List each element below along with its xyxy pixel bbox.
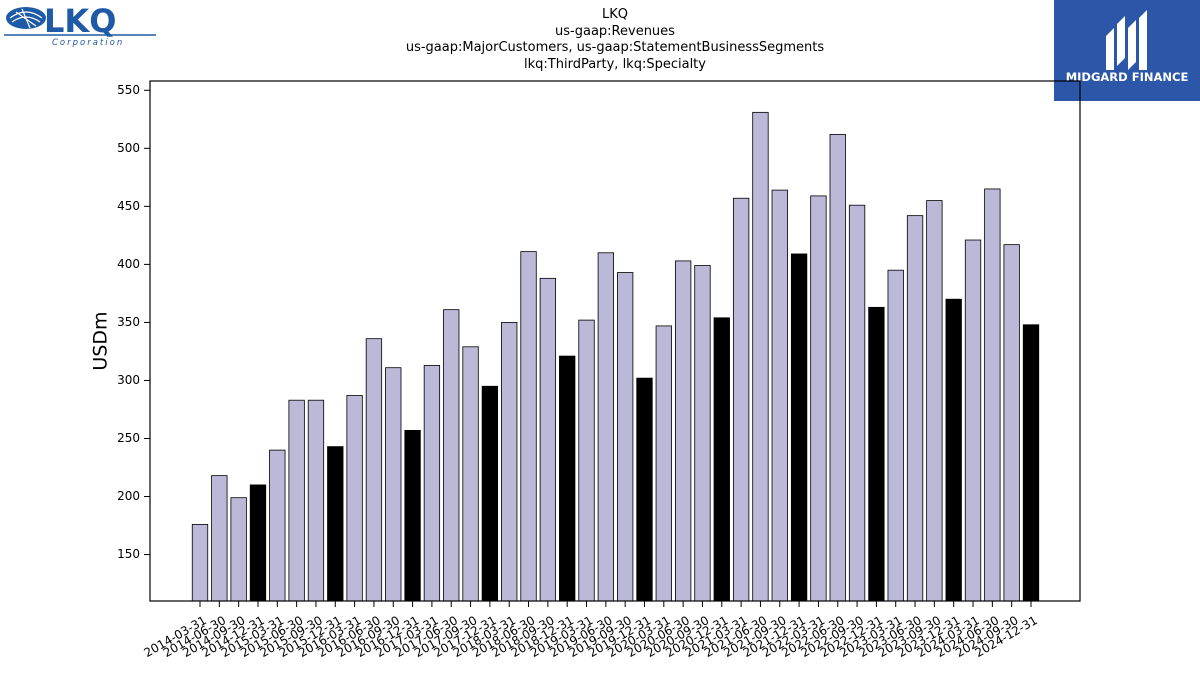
bar [481,385,499,602]
bar [423,364,441,602]
bar [385,367,402,602]
y-tick-label: 450 [117,199,140,213]
bar [926,200,943,602]
chart-title-line: us-gaap:Revenues [555,23,675,39]
lkq-logo-text: LKQ [44,4,116,40]
x-axis: 2014-03-312014-06-302014-09-302014-12-31… [141,601,1040,660]
bar [964,239,982,602]
chart-title: LKQ us-gaap:Revenues us-gaap:MajorCustom… [315,7,915,73]
midgard-logo-text: MIDGARD FINANCE [1066,70,1189,84]
y-axis-label: USDm [90,311,112,370]
bar [597,252,614,602]
chart-title-line: us-gaap:MajorCustomers, us-gaap:Statemen… [405,40,825,55]
y-tick-label: 250 [117,431,140,445]
bar [578,319,595,602]
bar [617,272,634,602]
bar [713,317,730,602]
y-tick-label: 200 [117,489,140,503]
chart-title-line: LKQ [602,7,628,22]
bar [365,338,383,602]
bar [790,253,808,602]
bar [307,399,325,602]
bar [887,269,904,602]
bar [810,195,827,602]
bar [404,429,421,602]
bar [501,322,518,602]
bar [694,265,711,602]
y-tick-label: 150 [117,547,140,561]
bar [288,399,305,602]
bars-group [191,111,1040,602]
bar [443,309,460,602]
midgard-finance-logo: MIDGARD FINANCE [1054,0,1200,101]
bar [752,111,769,602]
midgard-emblem-icon [1106,10,1147,70]
y-tick-label: 300 [117,373,140,387]
bar [346,395,363,602]
bar [191,523,209,602]
bar [327,446,344,602]
lkq-globe-icon [6,7,46,29]
bar [674,260,692,602]
bar [230,497,247,602]
bar [269,449,286,602]
bar [906,215,924,602]
lkq-logo-subtext: Corporation [52,38,124,48]
bar [211,475,228,602]
bar [732,197,750,602]
bar [462,346,479,602]
bar [520,251,537,602]
bar [636,377,653,602]
bar [829,133,846,602]
bar [945,298,962,602]
bar [868,306,885,602]
bar [559,355,576,602]
lkq-logo: LKQ Corporation [4,4,156,48]
bar [655,325,672,602]
bar [848,204,866,602]
y-tick-label: 550 [117,83,140,97]
y-tick-label: 400 [117,257,140,271]
bar [984,188,1001,602]
bar [1003,244,1020,602]
chart-title-line: lkq:ThirdParty, lkq:Specialty [524,56,706,72]
y-tick-label: 350 [117,315,140,329]
bar [539,277,557,602]
y-axis: 150 200 250 300 350 400 450 500 550 [117,83,150,561]
bar [1022,324,1040,602]
y-tick-label: 500 [117,141,140,155]
plot-frame [149,80,1081,602]
bar [249,484,267,602]
bar [771,189,788,602]
